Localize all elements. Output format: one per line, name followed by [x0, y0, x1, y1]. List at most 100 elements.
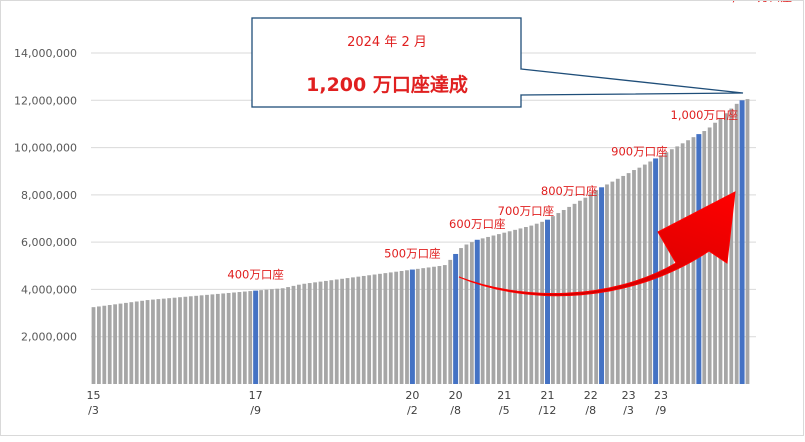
milestone-bar: [409, 269, 415, 384]
bar: [361, 275, 366, 384]
bar: [237, 292, 242, 384]
bar: [188, 296, 193, 384]
bar: [242, 291, 247, 384]
bar: [194, 295, 199, 384]
bar: [221, 293, 226, 384]
milestone-label: 700万口座: [498, 204, 554, 218]
bar: [702, 131, 707, 384]
callout-pointer: [520, 68, 744, 96]
bar: [588, 193, 593, 384]
callout-headline: 1,200 万口座達成: [306, 73, 468, 96]
milestone-label: 500万口座: [384, 247, 440, 261]
bar: [399, 270, 404, 384]
milestone-label: 800万口座: [541, 184, 597, 198]
bar: [329, 280, 334, 384]
x-axis-tick-labels: 15/3 17/9 20/2 20/8 21/5 21/12 22/8 23/3 23/9: [87, 389, 669, 417]
bar: [215, 293, 220, 384]
growth-arrow-shape: [458, 191, 736, 297]
bar: [583, 197, 588, 384]
bar: [91, 307, 96, 384]
bar: [302, 283, 307, 384]
bar: [734, 103, 739, 384]
callout-box: [251, 17, 522, 108]
bar: [232, 292, 236, 384]
bar: [464, 244, 469, 384]
x-tick-label-year: 15: [87, 389, 101, 402]
x-tick-label-month: /3: [623, 404, 634, 417]
bar: [524, 227, 528, 384]
bar: [426, 267, 431, 384]
bar: [113, 304, 118, 384]
milestone-bar: [739, 100, 745, 385]
bar: [367, 275, 372, 384]
bar: [507, 231, 512, 384]
bar: [496, 234, 501, 384]
bar: [605, 184, 609, 384]
callout-date: 2024 年 2 月: [347, 35, 427, 50]
milestone-label: 1,000万口座: [671, 108, 738, 122]
bar: [140, 300, 145, 384]
bar: [502, 232, 507, 384]
milestone-label: 900万口座: [611, 145, 667, 159]
bar: [102, 305, 107, 384]
bar: [307, 283, 312, 384]
bar: [459, 248, 463, 384]
bar: [134, 301, 139, 384]
bar: [269, 289, 274, 384]
x-tick-label-year: 20: [449, 389, 463, 402]
bar: [745, 99, 750, 384]
bar: [448, 259, 453, 384]
bar: [156, 299, 161, 384]
bar: [324, 280, 328, 384]
bar: [518, 228, 523, 384]
bar: [707, 127, 712, 384]
bar: [729, 108, 734, 384]
bar: [610, 181, 615, 384]
bar: [626, 173, 631, 384]
x-tick-label-year: 23: [654, 389, 668, 402]
bar: [415, 268, 420, 384]
bar: [107, 305, 112, 384]
bar: [296, 284, 301, 384]
y-tick-label: 4,000,000: [21, 283, 77, 296]
x-tick-label-month: /8: [585, 404, 596, 417]
milestone-label: 400万口座: [227, 268, 283, 282]
bar: [313, 282, 317, 384]
bar: [178, 297, 182, 384]
bar: [437, 266, 442, 384]
y-axis-tick-labels: 2,000,000 4,000,000 6,000,000 8,000,000 10,0…: [14, 47, 77, 344]
bar: [421, 268, 426, 384]
bar: [637, 167, 642, 384]
bar: [356, 276, 361, 384]
x-tick-label-year: 20: [405, 389, 419, 402]
bars: [91, 99, 750, 385]
bar: [534, 223, 539, 384]
bar: [248, 291, 253, 384]
milestone-bar: [253, 290, 259, 384]
x-tick-label-month: /2: [407, 404, 418, 417]
bar: [378, 273, 382, 384]
y-tick-label: 14,000,000: [14, 47, 77, 60]
bar: [529, 225, 534, 384]
milestone-bar: [545, 219, 551, 384]
milestone-bar: [696, 134, 702, 384]
bar: [491, 235, 496, 384]
bar: [145, 300, 150, 384]
bar: [124, 302, 128, 384]
bar: [286, 287, 290, 384]
bar: [340, 278, 345, 384]
bar: [275, 288, 280, 384]
bar: [388, 272, 393, 384]
x-tick-label-month: /5: [499, 404, 510, 417]
bar: [469, 242, 474, 384]
bar: [442, 265, 447, 384]
y-tick-label: 12,000,000: [14, 94, 77, 107]
bar: [659, 155, 663, 384]
bar: [167, 298, 172, 384]
bar: [351, 277, 355, 384]
x-tick-label-year: 22: [584, 389, 598, 402]
bar: [383, 273, 388, 384]
